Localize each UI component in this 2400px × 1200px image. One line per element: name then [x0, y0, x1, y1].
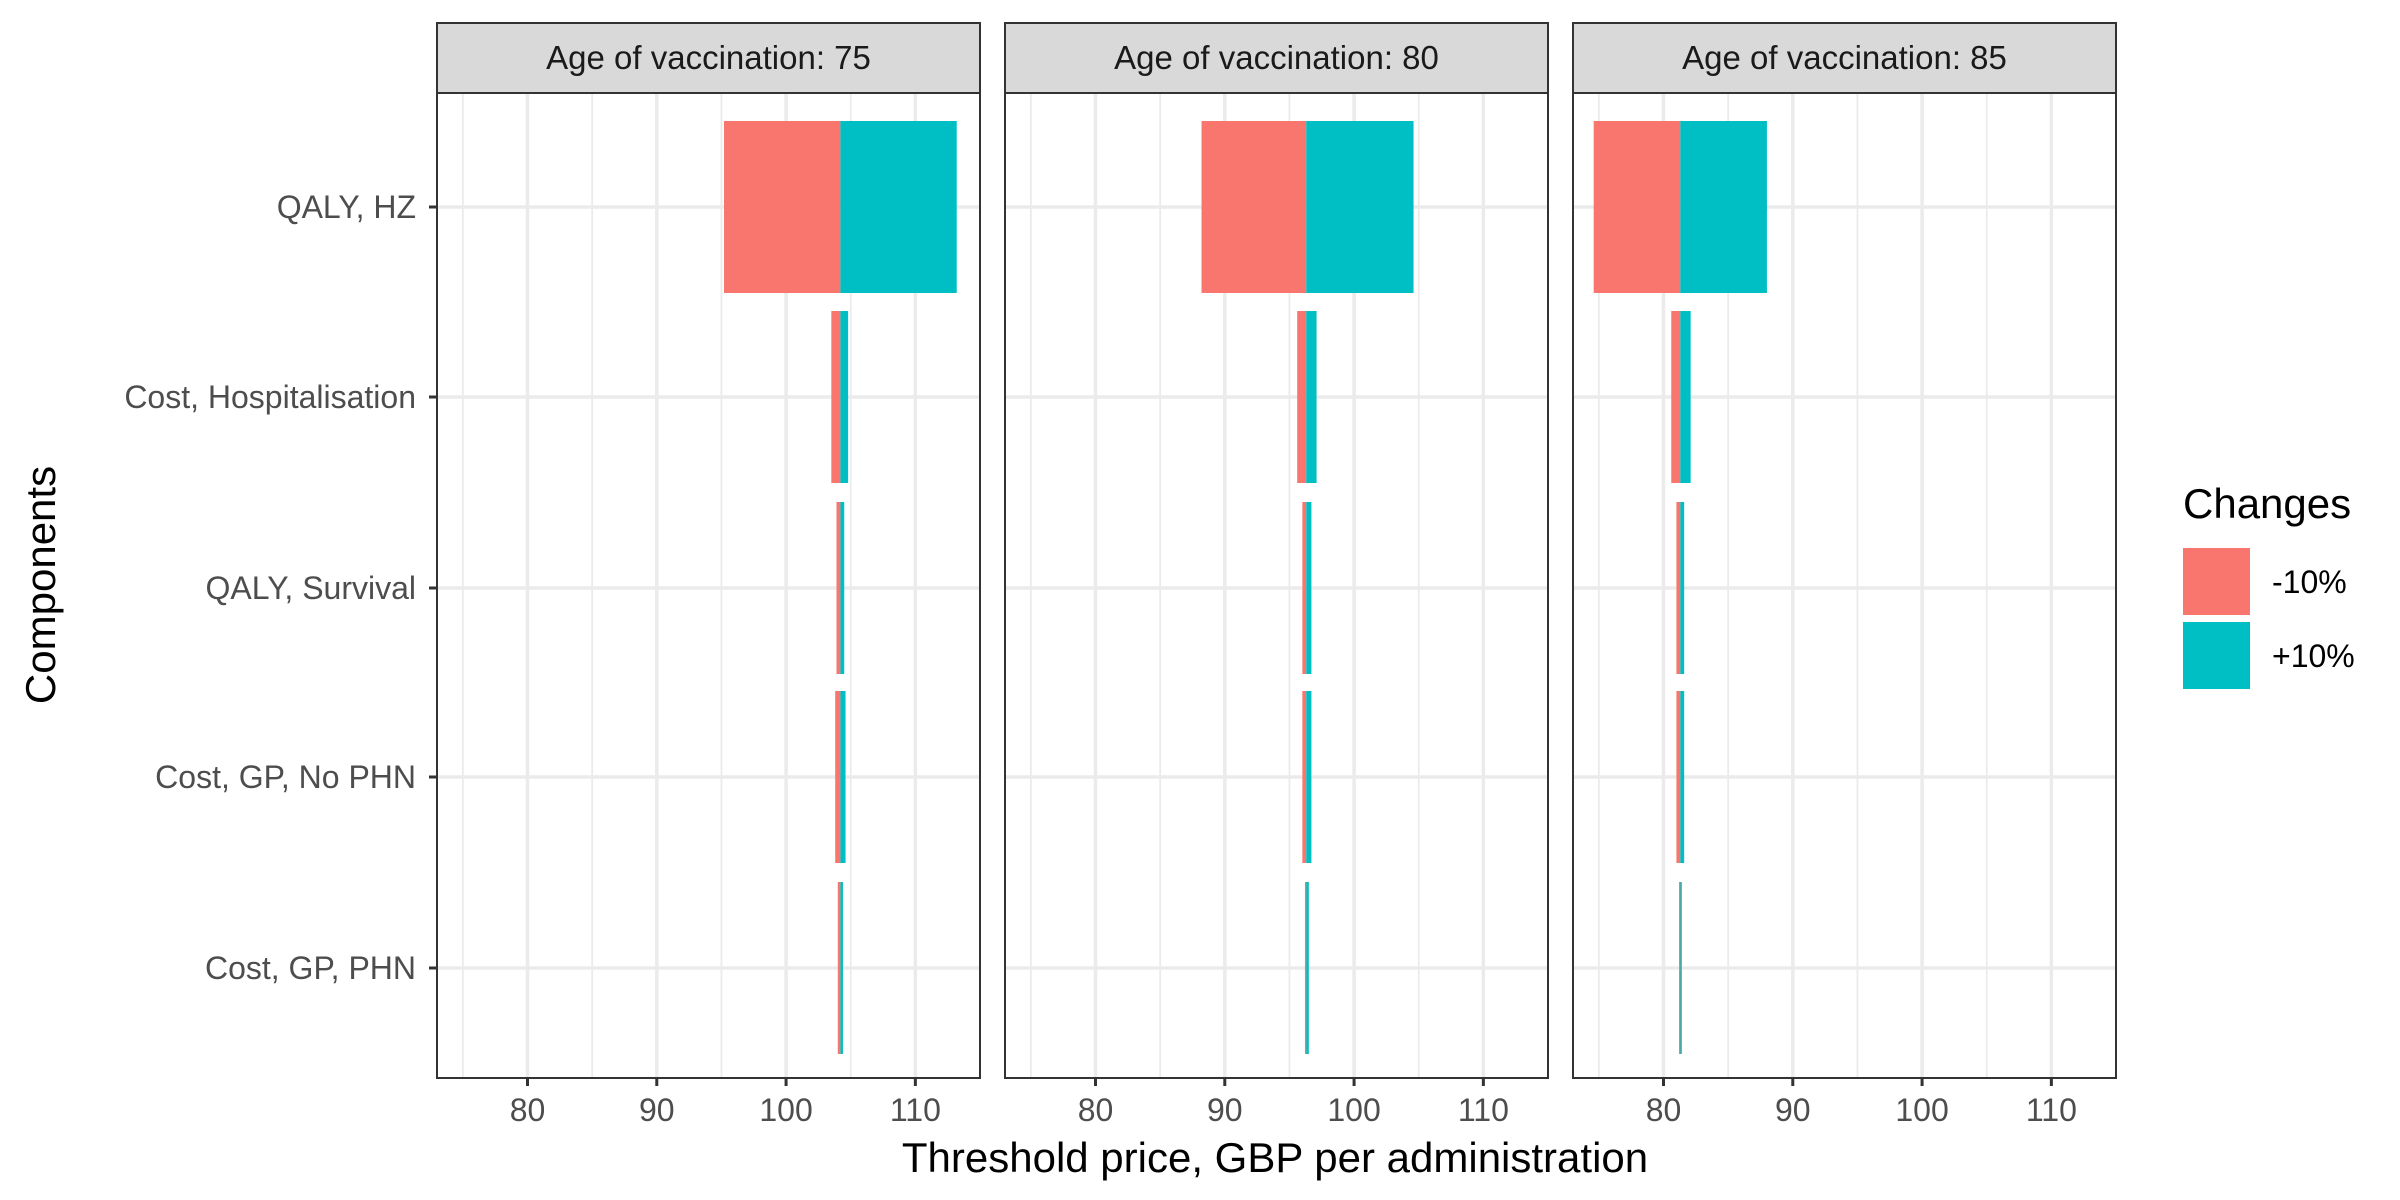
- bar: [1593, 121, 1681, 293]
- y-tick-label: Cost, Hospitalisation: [124, 379, 416, 415]
- bar: [1680, 502, 1685, 674]
- x-tick-label: 110: [2026, 1092, 2077, 1128]
- bar: [836, 502, 841, 674]
- bar: [1304, 882, 1307, 1054]
- legend-swatch: [2183, 548, 2250, 615]
- bar: [1306, 691, 1312, 863]
- facet-strip: [1004, 22, 1549, 94]
- facet-label: Age of vaccination: 80: [1114, 39, 1439, 76]
- bar: [1680, 121, 1767, 293]
- x-tick-label: 110: [890, 1092, 941, 1128]
- facet-label: Age of vaccination: 85: [1682, 39, 2007, 76]
- y-axis-title: Components: [17, 466, 64, 704]
- facet-strip: [436, 22, 981, 94]
- bar: [1680, 691, 1685, 863]
- bar: [1671, 311, 1681, 483]
- facet-label: Age of vaccination: 75: [546, 39, 871, 76]
- legend-label: +10%: [2272, 638, 2355, 674]
- legend-title: Changes: [2183, 480, 2351, 527]
- x-tick-label: 100: [1327, 1092, 1380, 1128]
- bar: [1680, 882, 1682, 1054]
- bar: [840, 882, 843, 1054]
- y-tick-label: Cost, GP, PHN: [205, 950, 416, 986]
- y-axis: QALY, HZ Cost, Hospitalisation QALY, Survi…: [124, 189, 437, 986]
- bar: [840, 121, 957, 293]
- x-tick-label: 90: [639, 1092, 675, 1128]
- x-tick-label: 80: [510, 1092, 546, 1128]
- bar: [1680, 311, 1691, 483]
- bar: [1201, 121, 1307, 293]
- bar: [831, 311, 841, 483]
- x-tick-label: 110: [1458, 1092, 1509, 1128]
- x-tick-label: 80: [1646, 1092, 1682, 1128]
- bar: [835, 691, 841, 863]
- y-tick-label: QALY, HZ: [277, 189, 416, 225]
- bar: [1679, 882, 1681, 1054]
- legend-swatch: [2183, 622, 2250, 689]
- bar: [1302, 691, 1307, 863]
- bar: [724, 121, 841, 293]
- x-tick-label: 90: [1207, 1092, 1243, 1128]
- bar: [1676, 502, 1681, 674]
- bar: [1306, 311, 1317, 483]
- facet-panel: Age of vaccination: 85 80 90 100 110: [1572, 22, 2117, 1128]
- x-tick-label: 100: [759, 1092, 812, 1128]
- x-tick-label: 80: [1078, 1092, 1114, 1128]
- bar: [1297, 311, 1307, 483]
- legend-label: -10%: [2272, 564, 2347, 600]
- facet-panel: Age of vaccination: 80 80 90 100 110: [1004, 22, 1549, 1128]
- bar: [1306, 882, 1309, 1054]
- bar: [1302, 502, 1307, 674]
- x-axis-title: Threshold price, GBP per administration: [902, 1134, 1648, 1181]
- facet-panel: Age of vaccination: 75 80 90 100 110: [436, 22, 981, 1128]
- facet-strip: [1572, 22, 2117, 94]
- bar: [1676, 691, 1681, 863]
- y-tick-label: Cost, GP, No PHN: [155, 759, 416, 795]
- bar: [840, 311, 849, 483]
- bar: [1306, 502, 1312, 674]
- x-tick-label: 100: [1895, 1092, 1948, 1128]
- x-tick-label: 90: [1775, 1092, 1811, 1128]
- bar: [837, 882, 841, 1054]
- legend-items: -10% +10%: [2183, 548, 2355, 689]
- y-tick-label: QALY, Survival: [206, 570, 416, 606]
- bar: [840, 691, 846, 863]
- bar: [1306, 121, 1414, 293]
- bar: [840, 502, 845, 674]
- legend: Changes -10% +10%: [2183, 480, 2355, 689]
